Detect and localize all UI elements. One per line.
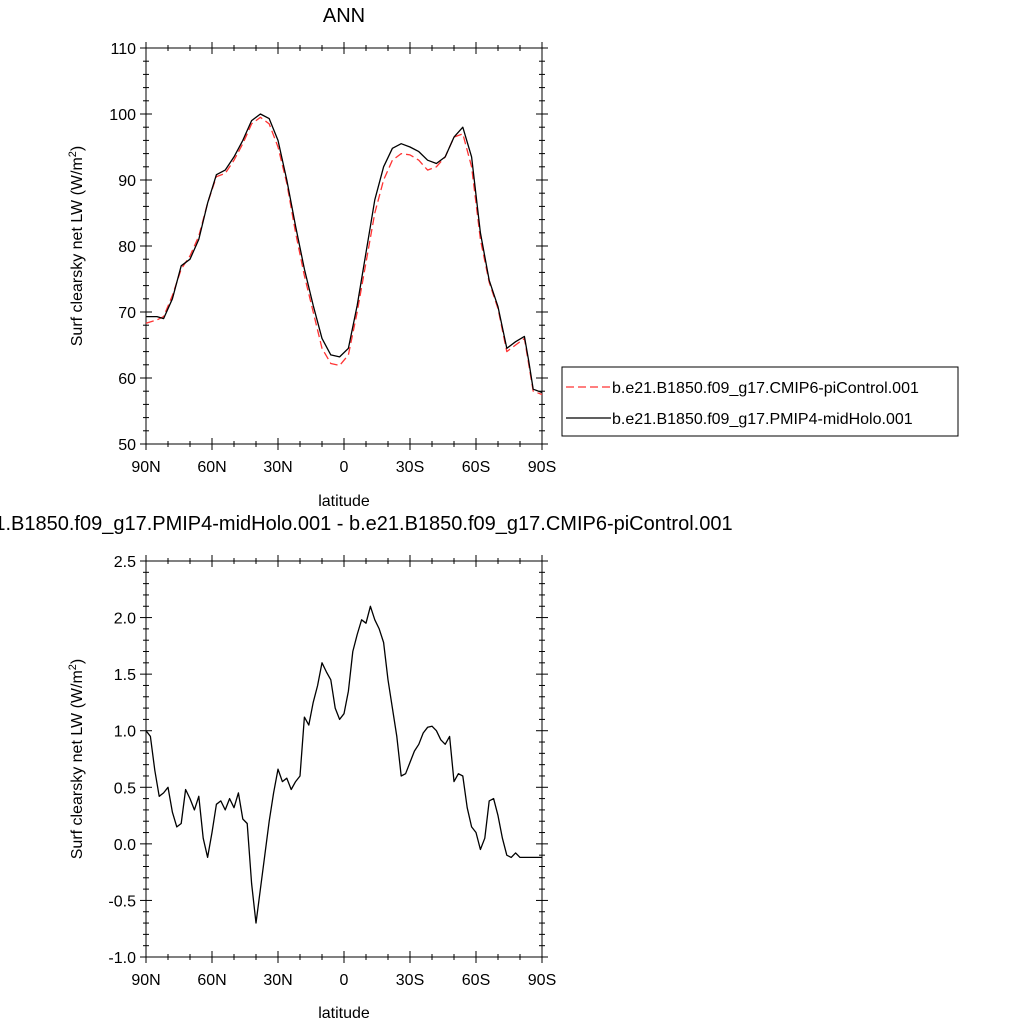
bottom-xtick-label: 90N bbox=[131, 972, 160, 989]
legend-label-picontrol: b.e21.B1850.f09_g17.CMIP6-piControl.001 bbox=[612, 380, 919, 397]
top-y-axis-label-main: Surf clearsky net LW (W/m bbox=[69, 157, 86, 346]
top-axis-ticks: 50 60 70 80 90 100 110 90N 60N 30N 0 30S 60S 90S bbox=[109, 41, 556, 476]
bottom-axis-ticks: -1.0 -0.5 0.0 0.5 1.0 1.5 2.0 2.5 90N 60N 30N 0 30S 6… bbox=[108, 554, 556, 989]
bottom-ytick-label: 2.0 bbox=[114, 611, 136, 628]
bottom-y-axis-label-close: ) bbox=[69, 659, 86, 664]
bottom-plot-frame bbox=[145, 560, 543, 958]
bottom-y-axis-label: Surf clearsky net LW (W/m2) bbox=[67, 659, 86, 860]
bottom-xtick-label: 30N bbox=[263, 972, 292, 989]
top-xtick-label: 90S bbox=[528, 459, 556, 476]
top-xtick-label: 60N bbox=[197, 459, 226, 476]
top-ytick-label: 90 bbox=[118, 173, 136, 190]
bottom-ytick-label: 1.5 bbox=[114, 667, 136, 684]
top-ytick-label: 60 bbox=[118, 371, 136, 388]
bottom-x-axis-label: latitude bbox=[318, 1005, 370, 1022]
top-y-axis-label: Surf clearsky net LW (W/m2) bbox=[67, 146, 86, 347]
bottom-xtick-label: 60S bbox=[462, 972, 490, 989]
bottom-xtick-label: 30S bbox=[396, 972, 424, 989]
top-xtick-label: 60S bbox=[462, 459, 490, 476]
top-ytick-label: 50 bbox=[118, 437, 136, 454]
top-xtick-label: 30N bbox=[263, 459, 292, 476]
top-xtick-label: 30S bbox=[396, 459, 424, 476]
bottom-ytick-label: 0.5 bbox=[114, 780, 136, 797]
bottom-ytick-label: 2.5 bbox=[114, 554, 136, 571]
top-series-group bbox=[145, 113, 543, 396]
bottom-xtick-label: 60N bbox=[197, 972, 226, 989]
bottom-xtick-label: 90S bbox=[528, 972, 556, 989]
top-xtick-label: 90N bbox=[131, 459, 160, 476]
top-xtick-label: 0 bbox=[340, 459, 349, 476]
bottom-y-axis-label-main: Surf clearsky net LW (W/m bbox=[69, 670, 86, 859]
top-chart-title: ANN bbox=[323, 5, 365, 27]
top-ytick-label: 100 bbox=[109, 107, 136, 124]
legend-box bbox=[561, 366, 959, 437]
top-ytick-label: 110 bbox=[110, 41, 136, 58]
bottom-series-line-0 bbox=[145, 605, 542, 924]
bottom-ytick-label: 1.0 bbox=[114, 724, 136, 741]
bottom-series-group bbox=[145, 605, 542, 924]
bottom-ytick-label: 0.0 bbox=[114, 837, 136, 854]
top-y-axis-label-sup: 2 bbox=[67, 151, 79, 157]
bottom-ytick-label: -0.5 bbox=[108, 893, 136, 910]
top-y-axis-label-close: ) bbox=[69, 146, 86, 151]
bottom-panel: b.e21.B1850.f09_g17.PMIP4-midHolo.001 - … bbox=[0, 513, 733, 1022]
top-legend: b.e21.B1850.f09_g17.CMIP6-piControl.001 … bbox=[561, 366, 959, 437]
top-series-line-1 bbox=[146, 113, 543, 394]
legend-label-midholo: b.e21.B1850.f09_g17.PMIP4-midHolo.001 bbox=[612, 411, 913, 428]
top-x-axis-label: latitude bbox=[318, 493, 370, 510]
bottom-y-axis-label-sup: 2 bbox=[67, 664, 79, 670]
top-ytick-label: 70 bbox=[118, 305, 136, 322]
bottom-xtick-label: 0 bbox=[340, 972, 349, 989]
bottom-chart-title: b.e21.B1850.f09_g17.PMIP4-midHolo.001 - … bbox=[0, 513, 733, 535]
top-ytick-label: 80 bbox=[118, 239, 136, 256]
bottom-ytick-label: -1.0 bbox=[108, 950, 136, 967]
